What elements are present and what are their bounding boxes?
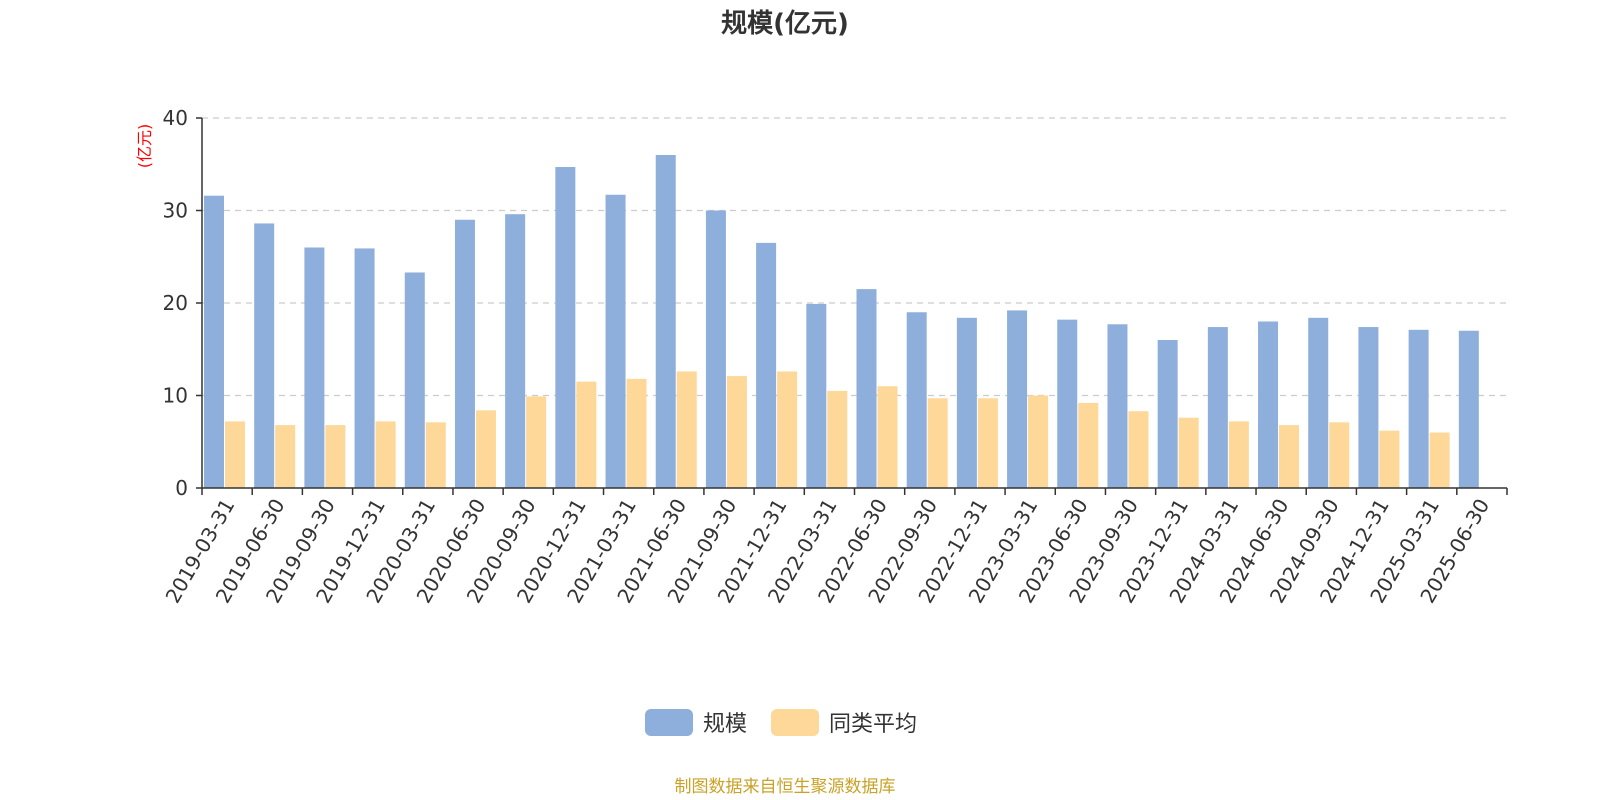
bar-scale	[705, 210, 726, 488]
y-tick-label: 30	[163, 199, 188, 223]
y-tick-label: 20	[163, 291, 188, 315]
bar-peer-average	[576, 381, 597, 488]
bars	[204, 155, 1479, 488]
bar-peer-average	[626, 378, 647, 488]
bar-scale	[605, 194, 626, 488]
legend-label: 同类平均	[829, 712, 917, 737]
bar-peer-average	[1028, 395, 1049, 488]
y-tick-label: 0	[175, 476, 188, 500]
y-tick-label: 40	[163, 106, 188, 130]
y-tick-label: 10	[163, 384, 188, 408]
bar-peer-average	[1228, 421, 1249, 488]
bar-peer-average	[827, 390, 848, 488]
bar-peer-average	[225, 421, 245, 488]
bar-peer-average	[325, 425, 346, 488]
bar-peer-average	[726, 376, 747, 488]
bar-peer-average	[877, 386, 898, 488]
bar-peer-average	[526, 396, 547, 488]
chart-title: 规模(亿元)	[721, 9, 849, 39]
bar-scale	[1458, 330, 1479, 488]
bar-scale	[1358, 327, 1379, 488]
legend-swatch	[771, 709, 819, 736]
legend: 规模 同类平均	[645, 709, 917, 737]
bar-scale	[1057, 319, 1078, 488]
bar-scale	[956, 317, 977, 488]
bar-peer-average	[1379, 430, 1400, 488]
bar-peer-average	[676, 371, 697, 488]
bar-scale	[354, 248, 375, 488]
bar-peer-average	[1429, 432, 1450, 488]
bar-peer-average	[1128, 411, 1149, 488]
bar-scale	[1258, 321, 1279, 488]
bar-scale	[1408, 329, 1429, 488]
bar-scale	[655, 155, 676, 488]
bar-peer-average	[777, 371, 798, 488]
bar-scale	[1207, 327, 1228, 488]
grid-lines	[202, 117, 1507, 397]
bar-peer-average	[425, 422, 446, 488]
bar-peer-average	[1329, 422, 1350, 488]
y-axis-unit-label: (亿元)	[135, 124, 154, 169]
bar-scale	[906, 312, 927, 488]
bar-peer-average	[1178, 417, 1199, 488]
bar-scale	[404, 272, 425, 488]
bar-scale	[756, 242, 777, 488]
bar-scale	[1107, 324, 1128, 488]
bar-scale	[856, 289, 877, 488]
y-tick-labels: 0 10 20 30 40	[163, 106, 188, 500]
bar-peer-average	[1279, 425, 1300, 488]
bar-peer-average	[275, 425, 296, 488]
bar-scale	[304, 247, 325, 488]
bar-scale	[1308, 317, 1329, 488]
bar-scale	[1157, 340, 1178, 488]
bar-peer-average	[1078, 402, 1099, 488]
bar-peer-average	[375, 421, 396, 488]
x-tick-labels: 2019-03-312019-06-302019-09-302019-12-31…	[161, 495, 1495, 608]
bar-scale	[1007, 310, 1028, 488]
bar-scale	[806, 303, 827, 488]
bar-peer-average	[927, 398, 948, 488]
bar-peer-average	[475, 410, 496, 488]
bar-scale	[555, 167, 576, 488]
data-source-note: 制图数据来自恒生聚源数据库	[675, 777, 896, 797]
bar-peer-average	[977, 398, 998, 488]
bar-scale	[505, 214, 526, 488]
legend-swatch	[645, 709, 693, 736]
bar-scale	[454, 219, 475, 488]
axes	[196, 117, 1508, 495]
bar-scale	[204, 195, 224, 488]
legend-label: 规模	[703, 712, 747, 737]
bar-scale	[254, 223, 275, 488]
